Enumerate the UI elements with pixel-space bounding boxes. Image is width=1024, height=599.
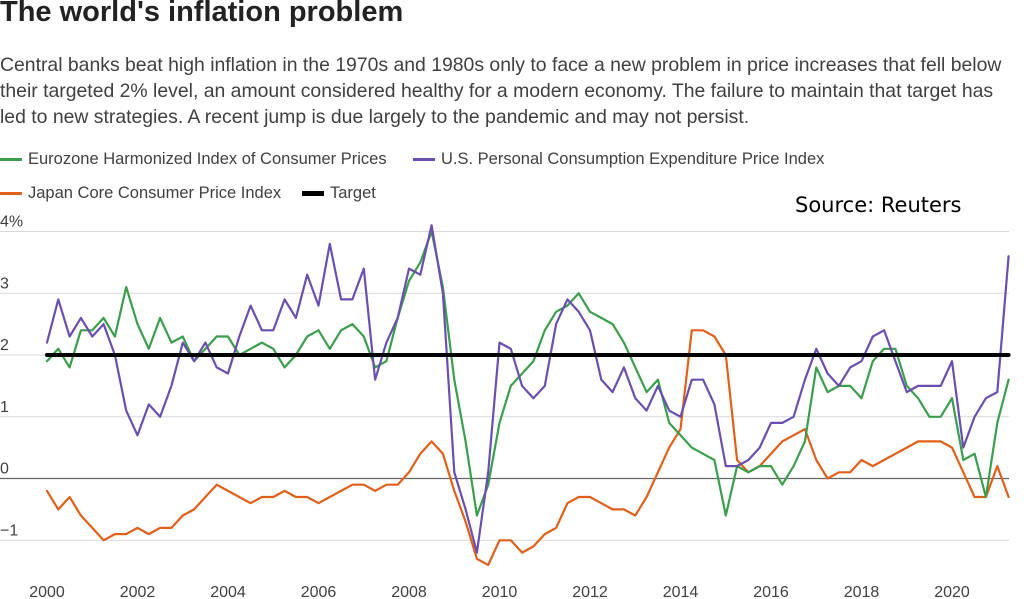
series-line-eurozone bbox=[45, 230, 1010, 517]
y-tick-label-3: 3 bbox=[0, 275, 9, 292]
legend-swatch-japan bbox=[0, 192, 22, 195]
y-tick-label-1: 1 bbox=[0, 399, 9, 416]
y-tick-label-2: 2 bbox=[0, 337, 9, 354]
legend-item-us: U.S. Personal Consumption Expenditure Pr… bbox=[413, 150, 824, 169]
y-tick-label-0: 0 bbox=[0, 461, 9, 478]
x-tick-label-2008: 2008 bbox=[391, 584, 427, 599]
x-tick-label-2002: 2002 bbox=[120, 584, 156, 599]
x-tick-label-2014: 2014 bbox=[663, 584, 699, 599]
legend-item-eurozone: Eurozone Harmonized Index of Consumer Pr… bbox=[0, 150, 387, 169]
series-line-japan bbox=[45, 329, 1010, 567]
y-tick-label-4: 4% bbox=[0, 214, 23, 231]
series-line-us bbox=[45, 224, 1010, 554]
x-tick-label-2016: 2016 bbox=[753, 584, 789, 599]
legend-label-us: U.S. Personal Consumption Expenditure Pr… bbox=[441, 150, 825, 168]
x-tick-label-2012: 2012 bbox=[572, 584, 608, 599]
x-tick-label-2006: 2006 bbox=[301, 584, 337, 599]
legend-item-japan: Japan Core Consumer Price Index bbox=[0, 184, 281, 203]
x-tick-label-2000: 2000 bbox=[29, 584, 65, 599]
legend-label-japan: Japan Core Consumer Price Index bbox=[28, 184, 282, 202]
legend-swatch-eurozone bbox=[0, 158, 22, 161]
chart-subtitle: Central banks beat high inflation in the… bbox=[0, 54, 1002, 128]
legend-item-target: Target bbox=[302, 184, 376, 203]
legend-label-target: Target bbox=[330, 184, 376, 202]
chart-title: The world's inflation problem bbox=[0, 0, 404, 28]
x-tick-label-2018: 2018 bbox=[844, 584, 880, 599]
legend-swatch-us bbox=[413, 158, 435, 161]
y-tick-label--1: −1 bbox=[0, 522, 18, 539]
x-tick-label-2010: 2010 bbox=[482, 584, 518, 599]
legend-label-eurozone: Eurozone Harmonized Index of Consumer Pr… bbox=[28, 150, 387, 168]
legend-swatch-target bbox=[302, 191, 324, 196]
source-note: Source: Reuters bbox=[795, 193, 962, 217]
x-tick-label-2004: 2004 bbox=[210, 584, 246, 599]
x-tick-label-2020: 2020 bbox=[934, 584, 970, 599]
